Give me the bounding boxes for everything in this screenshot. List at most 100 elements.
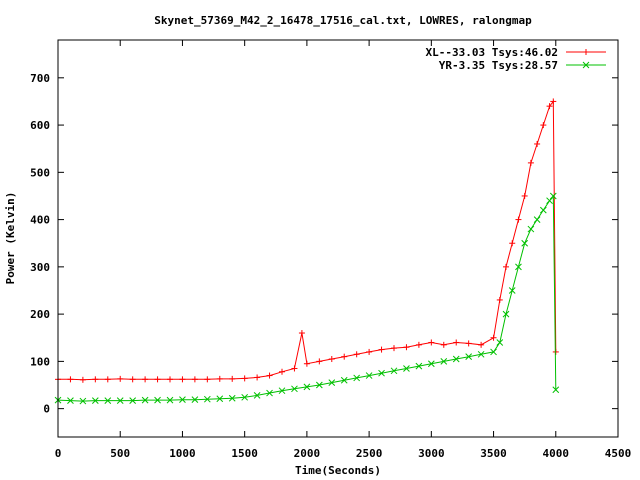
data-point [328, 379, 336, 387]
data-point [465, 340, 472, 347]
data-point [291, 385, 298, 393]
data-point [241, 375, 248, 382]
data-point [229, 375, 236, 382]
data-point [353, 374, 361, 382]
data-point [549, 192, 557, 200]
data-point [228, 394, 236, 402]
data-point [391, 345, 397, 352]
data-point [266, 389, 273, 397]
data-point [266, 372, 273, 379]
data-point [204, 376, 211, 383]
x-tick-label: 3500 [480, 447, 507, 460]
plot-area [54, 98, 560, 405]
data-point [216, 375, 223, 382]
data-point [527, 225, 535, 233]
data-point [527, 159, 534, 166]
x-tick-label: 0 [55, 447, 62, 460]
chart-title: Skynet_57369_M42_2_16478_17516_cal.txt, … [154, 14, 532, 27]
data-point [477, 350, 485, 358]
data-point [496, 296, 503, 303]
legend-marker [582, 61, 590, 69]
data-point [453, 339, 460, 346]
y-axis-label: Power (Kelvin) [4, 192, 17, 285]
data-point [515, 263, 522, 271]
data-point [508, 287, 516, 294]
data-point [546, 103, 553, 110]
data-point [241, 393, 249, 401]
data-point [490, 334, 497, 341]
data-point [67, 397, 74, 404]
y-tick-label: 600 [30, 119, 50, 132]
data-point [515, 216, 522, 223]
data-point [316, 358, 323, 365]
series-line [58, 99, 557, 381]
data-point [415, 341, 422, 348]
y-tick-label: 100 [30, 355, 50, 368]
data-point [315, 381, 323, 389]
y-tick-label: 400 [30, 214, 50, 227]
data-point [340, 376, 348, 384]
data-point [427, 360, 435, 368]
x-tick-label: 4000 [543, 447, 570, 460]
data-point [303, 383, 311, 391]
axis-ticks: 0 500 1000 1500 2000 2500 3000 3500 4000 4500 0 100… [30, 40, 631, 460]
data-point [254, 374, 261, 381]
data-point [117, 375, 124, 382]
data-point [166, 396, 174, 404]
data-point [179, 396, 186, 404]
data-point [278, 387, 286, 395]
x-tick-label: 1000 [169, 447, 196, 460]
data-point [129, 397, 137, 404]
series-1 [55, 98, 559, 383]
data-point [253, 392, 261, 399]
y-tick-label: 200 [30, 308, 50, 321]
data-point [353, 351, 360, 358]
data-point [452, 355, 460, 363]
data-point [129, 376, 136, 383]
data-point [167, 376, 173, 383]
x-tick-label: 1500 [231, 447, 258, 460]
data-point [540, 122, 547, 129]
data-point [490, 348, 497, 356]
data-point [203, 395, 211, 403]
data-point [440, 341, 447, 348]
data-point [533, 216, 541, 223]
x-tick-label: 2500 [356, 447, 383, 460]
data-point [142, 376, 149, 383]
data-point [116, 397, 124, 404]
data-point [428, 339, 435, 346]
data-point [328, 356, 335, 363]
data-point [521, 192, 528, 199]
data-point [191, 396, 199, 404]
data-point [509, 240, 516, 247]
data-point [378, 369, 385, 377]
legend-label: YR-3.35 Tsys:28.57 [439, 59, 558, 72]
data-point [550, 98, 557, 105]
data-point [539, 206, 547, 214]
legend-marker [583, 49, 589, 55]
data-point [503, 263, 509, 270]
data-point [415, 362, 423, 370]
data-point [341, 353, 348, 360]
data-point [216, 395, 224, 403]
x-tick-label: 500 [110, 447, 130, 460]
data-point [546, 197, 553, 205]
data-point [154, 396, 161, 404]
data-point [279, 368, 285, 375]
data-point [403, 344, 410, 351]
data-point [67, 376, 74, 383]
data-point [403, 365, 410, 372]
y-tick-label: 300 [30, 261, 50, 274]
x-tick-label: 2000 [294, 447, 321, 460]
data-point [478, 341, 485, 348]
x-tick-label: 4500 [605, 447, 632, 460]
data-point [502, 310, 510, 318]
data-point [552, 386, 560, 394]
data-point [365, 372, 373, 379]
data-point [521, 239, 529, 247]
y-tick-label: 700 [30, 72, 50, 85]
data-point [154, 376, 161, 383]
data-point [179, 376, 186, 383]
